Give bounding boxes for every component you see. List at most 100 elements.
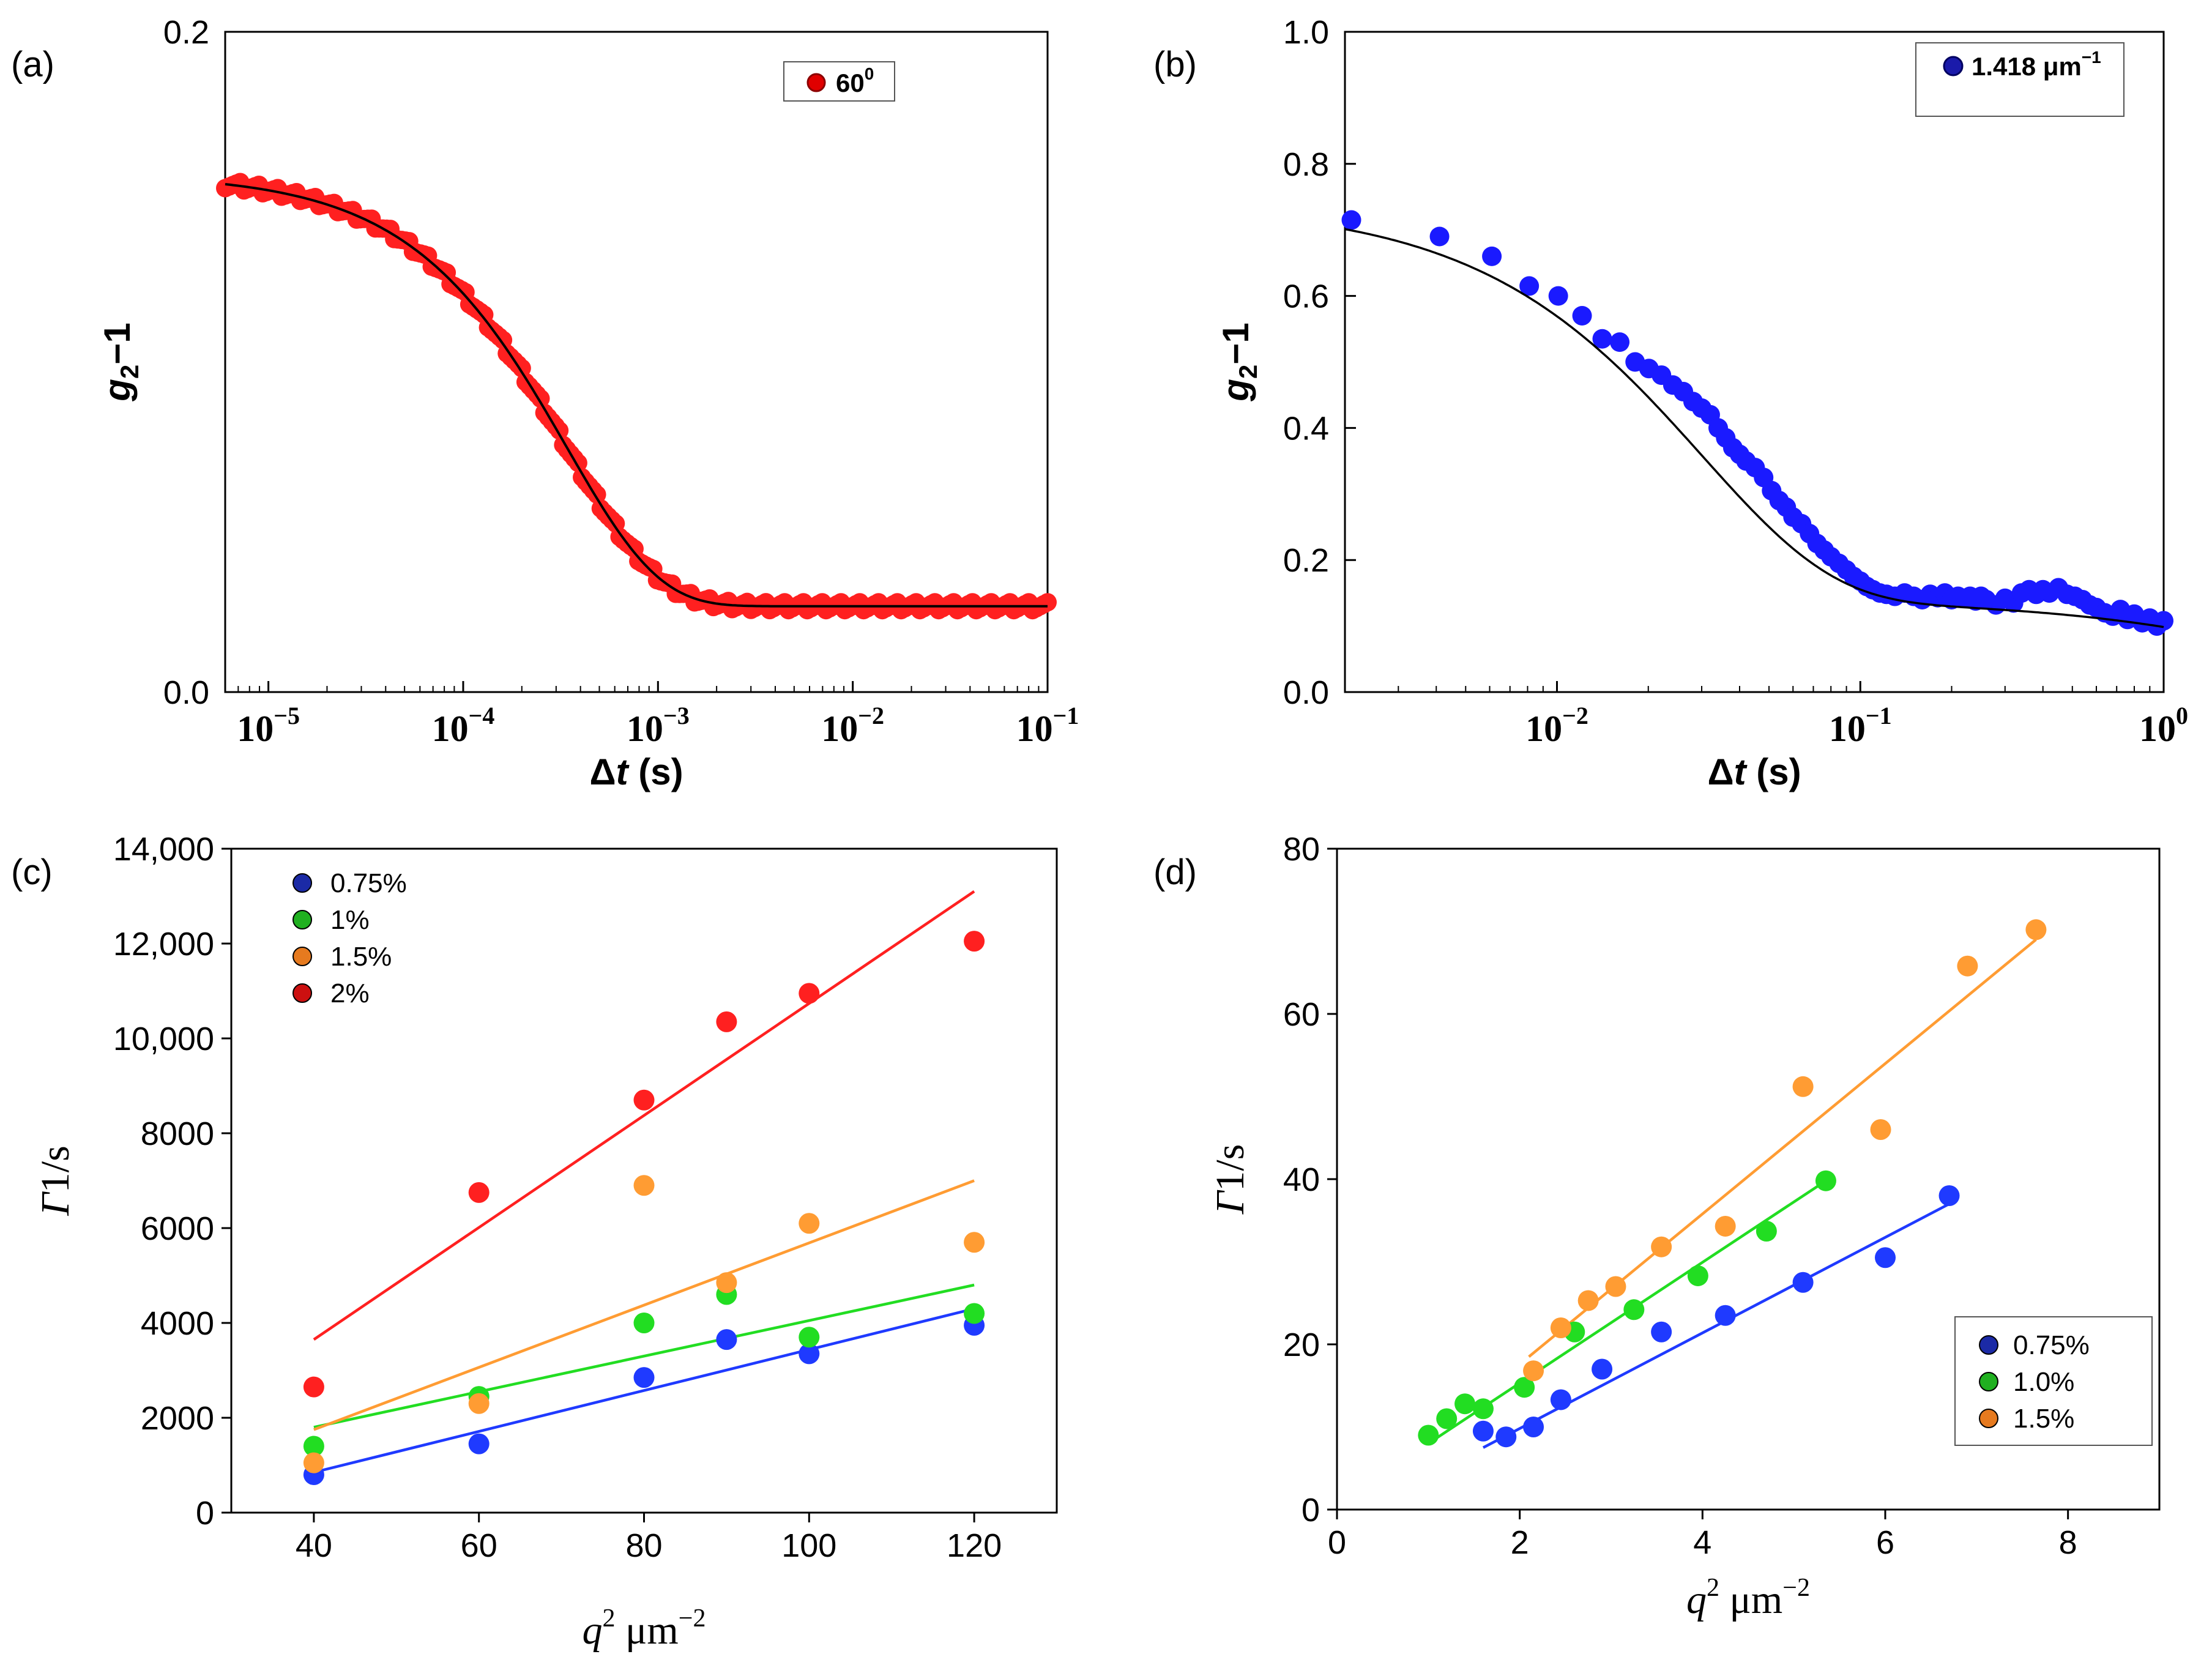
d-xtick-label: 8 <box>2059 1524 2077 1561</box>
c-xtick-label: 80 <box>625 1527 662 1564</box>
d-xtick-label: 0 <box>1328 1524 1346 1561</box>
d-ylabel: Γ1/s <box>1208 1144 1253 1215</box>
d-data-point-series-1 <box>1514 1377 1535 1398</box>
c-data-point-series-2 <box>633 1175 655 1196</box>
b-legend-marker <box>1943 56 1964 76</box>
d-data-point-series-1 <box>1756 1221 1777 1242</box>
d-fit-line-2 <box>1528 938 2037 1358</box>
c-data-point-series-3 <box>303 1376 324 1398</box>
b-data-point <box>1482 246 1502 266</box>
d-data-point-series-0 <box>1592 1358 1613 1380</box>
b-xtick-label: 10−2 <box>1525 702 1588 749</box>
c-legend-marker-2 <box>292 947 312 966</box>
d-data-point-series-2 <box>1577 1290 1599 1311</box>
d-data-point-series-1 <box>1436 1408 1458 1429</box>
d-data-point-series-0 <box>1550 1389 1571 1410</box>
a-legend-marker <box>806 73 826 92</box>
d-data-point-series-1 <box>1623 1299 1645 1320</box>
a-ytick-label: 0.2 <box>163 14 209 51</box>
c-data-point-series-0 <box>716 1329 737 1350</box>
d-data-point-series-0 <box>1472 1420 1494 1442</box>
c-data-point-series-3 <box>964 931 985 952</box>
c-xtick-label: 60 <box>461 1527 497 1564</box>
b-data-point <box>1572 305 1592 326</box>
d-data-point-series-1 <box>1418 1425 1439 1446</box>
panel-d-chart: 0 20 40 60 80 0 2 4 6 8 q2 μm−2 Γ1/s 0.75% 1.0% 1.5% <box>1208 831 2161 1622</box>
a-xlabel: Δt (s) <box>589 751 683 792</box>
d-data-point-series-2 <box>1792 1076 1814 1097</box>
c-xtick-label: 100 <box>781 1527 836 1564</box>
panel-label-a: (a) <box>11 45 54 84</box>
c-data-point-series-0 <box>633 1367 655 1388</box>
c-fit-line-3 <box>313 890 975 1341</box>
d-data-point-series-1 <box>1454 1393 1476 1415</box>
d-legend-marker-2 <box>1979 1409 1998 1428</box>
c-data-point-series-3 <box>633 1089 655 1111</box>
c-ylabel: Γ1/s <box>33 1145 78 1216</box>
a-legend-label: 600 <box>836 64 874 97</box>
d-data-point-series-1 <box>1472 1398 1494 1420</box>
panel-label-c: (c) <box>11 852 53 892</box>
c-data-point-series-3 <box>716 1011 737 1032</box>
d-data-point-series-2 <box>2025 919 2047 940</box>
c-data-point-series-1 <box>799 1327 820 1348</box>
c-ytick-label: 6000 <box>141 1210 214 1247</box>
panel-c-chart: 0 2000 4000 6000 8000 10,000 12,000 14,000 40 60 8… <box>33 831 1058 1653</box>
d-ytick-label: 20 <box>1283 1327 1320 1363</box>
c-data-point-series-3 <box>468 1182 490 1203</box>
b-xlabel: Δt (s) <box>1707 751 1801 792</box>
a-ylabel: g2−1 <box>97 322 144 401</box>
b-ytick-label: 0.8 <box>1283 146 1329 183</box>
c-ytick-label: 12,000 <box>113 926 214 963</box>
panel-b-chart: 0.0 0.2 0.4 0.6 0.8 1.0 10−2 10−1 100 g2−1 Δt (s) 1… <box>1215 14 2188 792</box>
b-data-point <box>1341 210 1361 230</box>
c-data-point-series-1 <box>964 1303 985 1324</box>
d-data-point-series-0 <box>1523 1417 1544 1437</box>
b-ytick-label: 1.0 <box>1283 14 1329 51</box>
c-legend-label-1: 1% <box>330 905 370 935</box>
c-ytick-label: 2000 <box>141 1400 214 1437</box>
a-xtick-label: 10−2 <box>821 702 884 749</box>
b-frame <box>1344 31 2165 693</box>
c-data-point-series-2 <box>303 1452 324 1473</box>
a-xtick-label: 10−1 <box>1016 702 1079 749</box>
d-legend-label-2: 1.5% <box>2013 1404 2074 1434</box>
d-data-point-series-1 <box>1687 1265 1708 1286</box>
d-legend-marker-0 <box>1979 1335 1998 1355</box>
c-ytick-label: 14,000 <box>113 831 214 868</box>
a-xtick-label: 10−3 <box>627 702 690 749</box>
d-legend-label-0: 0.75% <box>2013 1330 2090 1360</box>
a-ytick-label: 0.0 <box>163 674 209 711</box>
c-ytick-label: 4000 <box>141 1305 214 1342</box>
d-ytick-label: 60 <box>1283 996 1320 1033</box>
b-data-point <box>1548 286 1568 306</box>
b-xtick-label: 10−1 <box>1829 702 1892 749</box>
c-data-point-series-1 <box>303 1436 324 1457</box>
d-data-point-series-2 <box>1715 1215 1736 1237</box>
c-data-point-series-2 <box>716 1272 737 1294</box>
c-fit-line-2 <box>313 1179 975 1431</box>
panel-label-d: (d) <box>1153 852 1197 892</box>
c-ytick-label: 0 <box>196 1495 214 1532</box>
d-legend-label-1: 1.0% <box>2013 1367 2074 1397</box>
b-ytick-label: 0.2 <box>1283 542 1329 579</box>
d-data-point-series-0 <box>1495 1426 1517 1448</box>
a-fit-line <box>225 183 1048 608</box>
d-data-point-series-0 <box>1875 1247 1896 1268</box>
d-data-point-series-2 <box>1957 955 1978 977</box>
d-xtick-label: 6 <box>1876 1524 1894 1561</box>
d-data-point-series-0 <box>1792 1272 1814 1293</box>
b-ytick-label: 0.6 <box>1283 278 1329 315</box>
c-xtick-label: 120 <box>947 1527 1002 1564</box>
b-xtick-label: 100 <box>2139 702 2188 749</box>
b-fit-line <box>1344 228 2164 628</box>
d-data-point-series-1 <box>1815 1170 1836 1191</box>
b-ylabel: g2−1 <box>1215 322 1262 401</box>
b-ytick-label: 0.0 <box>1283 674 1329 711</box>
b-data-point <box>2154 611 2173 631</box>
c-data-point-series-2 <box>468 1393 490 1414</box>
b-ytick-label: 0.4 <box>1283 410 1329 447</box>
c-ytick-label: 10,000 <box>113 1021 214 1057</box>
d-data-point-series-2 <box>1870 1119 1891 1140</box>
